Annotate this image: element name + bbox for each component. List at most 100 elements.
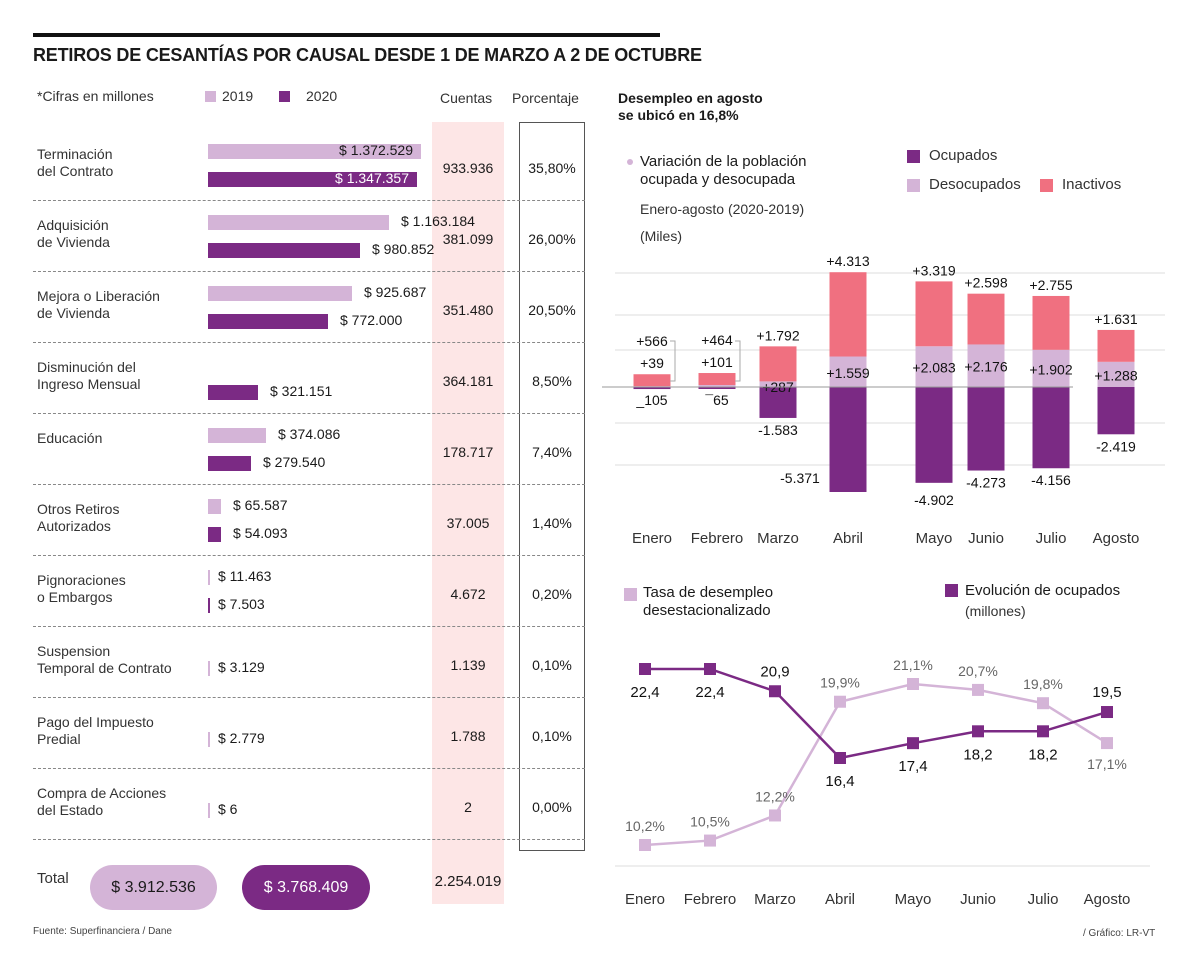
row-divider — [33, 413, 585, 414]
cuentas-cell: 4.672 — [450, 586, 486, 602]
bar-inactivos — [698, 373, 736, 386]
label-ocupados: _105 — [635, 392, 667, 408]
bar-2019-value: $ 2.779 — [218, 730, 265, 746]
bar-2019 — [208, 732, 210, 747]
stack-chart-subtitle: Variación de la población ocupada y deso… — [640, 153, 807, 189]
bar-ocupados — [967, 387, 1005, 471]
bar-2020-value: $ 279.540 — [263, 454, 326, 470]
bar-2019 — [208, 661, 210, 676]
row-label-line1: Mejora o Liberación — [37, 288, 160, 304]
row-label: Educación — [37, 430, 102, 447]
row-label-line1: Educación — [37, 430, 103, 446]
legend-2020-label: 2020 — [306, 88, 338, 104]
row-label-line2: de Vivienda — [37, 234, 110, 250]
bar-2019-value: $ 6 — [218, 801, 238, 817]
bar-2019 — [208, 499, 221, 514]
row-divider — [33, 200, 585, 201]
header-porcentaje: Porcentaje — [512, 90, 579, 106]
bar-2020-value: $ 321.151 — [270, 383, 333, 399]
legend-2020-swatch — [279, 91, 290, 102]
legend-ocupados-label: Ocupados — [929, 147, 998, 164]
bar-2019-value: $ 1.163.184 — [401, 213, 475, 229]
porcentaje-cell: 0,20% — [532, 586, 572, 602]
legend-ocupados-line-swatch — [945, 584, 958, 597]
label-inactivos: +3.319 — [912, 262, 955, 278]
label-ocupados: -5.371 — [780, 470, 820, 486]
x-tick-label: Agosto — [1093, 530, 1140, 547]
cuentas-cell: 1.788 — [450, 728, 486, 744]
bar-desocupados — [1032, 349, 1070, 387]
title-rule — [33, 33, 660, 37]
legend-2019-label: 2019 — [222, 88, 254, 104]
bar-inactivos — [829, 272, 867, 357]
porcentaje-column-box — [519, 122, 585, 851]
bar-desocupados — [698, 385, 736, 387]
bar-desocupados — [915, 346, 953, 387]
label-inactivos: +566 — [636, 333, 668, 349]
bar-2020-value: $ 980.852 — [372, 241, 435, 257]
label-desocupados: +39 — [640, 355, 664, 371]
bar-desocupados — [1097, 361, 1135, 387]
bar-2019-value: $ 1.372.529 — [339, 142, 413, 158]
row-label-line1: Disminución del — [37, 359, 136, 375]
x-tick-label: Junio — [968, 530, 1004, 547]
bar-ocupados — [1097, 387, 1135, 435]
units-note: *Cifras en millones — [37, 88, 154, 104]
bar-2020 — [208, 598, 210, 613]
bar-2020 — [208, 243, 360, 258]
cuentas-cell: 2 — [464, 799, 472, 815]
legend-tasa-line2: desestacionalizado — [643, 602, 771, 619]
x-tick-label: Abril — [833, 530, 863, 547]
legend-desocupados-label: Desocupados — [929, 176, 1021, 193]
row-divider — [33, 271, 585, 272]
porcentaje-cell: 8,50% — [532, 373, 572, 389]
porcentaje-cell: 7,40% — [532, 444, 572, 460]
bar-inactivos — [967, 293, 1005, 345]
total-2019-pill: $ 3.912.536 — [90, 865, 217, 910]
bar-2019 — [208, 286, 352, 301]
subtitle-line1: Variación de la población — [640, 153, 807, 170]
legend-ocupados-line-label: Evolución de ocupados (millones) — [965, 581, 1120, 621]
bar-2019 — [208, 570, 210, 585]
cuentas-column-bg — [432, 122, 504, 904]
bar-2020 — [208, 314, 328, 329]
bar-2020-value: $ 54.093 — [233, 525, 288, 541]
bar-2020-value: $ 1.347.357 — [335, 170, 409, 186]
cuentas-cell: 1.139 — [450, 657, 486, 673]
row-label-line1: Pignoraciones — [37, 572, 126, 588]
row-label: Terminación del Contrato — [37, 146, 113, 180]
x-tick-label: Enero — [632, 530, 672, 547]
cuentas-cell: 351.480 — [442, 302, 494, 318]
row-divider — [33, 342, 585, 343]
bar-2019-value: $ 65.587 — [233, 497, 288, 513]
row-divider — [33, 768, 585, 769]
row-label-line2: del Estado — [37, 802, 104, 818]
label-desocupados: +101 — [701, 354, 733, 370]
header-cuentas: Cuentas — [440, 90, 493, 106]
right-title: Desempleo en agosto se ubicó en 16,8% — [618, 90, 763, 124]
bullet-dot-icon — [627, 159, 633, 165]
subtitle-line2: ocupada y desocupada — [640, 171, 796, 188]
x-tick-label: Febrero — [691, 530, 744, 547]
label-ocupados: -4.156 — [1031, 472, 1071, 488]
porcentaje-cell: 0,10% — [532, 728, 572, 744]
graphic-credit: / Gráfico: LR-VT — [1083, 928, 1156, 939]
row-label-line1: Adquisición — [37, 217, 109, 233]
total-cuentas: 2.254.019 — [434, 873, 502, 890]
bar-2020 — [208, 385, 258, 400]
porcentaje-cell: 35,80% — [528, 160, 576, 176]
bar-ocupados — [698, 387, 736, 389]
row-label-line1: Otros Retiros — [37, 501, 120, 517]
page-title: RETIROS DE CESANTÍAS POR CAUSAL DESDE 1 … — [33, 45, 702, 65]
label-inactivos: +1.631 — [1094, 311, 1137, 327]
total-2020-pill: $ 3.768.409 — [242, 865, 370, 910]
label-inactivos: +2.755 — [1029, 277, 1072, 293]
bar-2020-value: $ 7.503 — [218, 596, 265, 612]
porcentaje-cell: 20,50% — [528, 302, 576, 318]
bar-inactivos — [915, 281, 953, 347]
row-label: Pago del Impuesto Predial — [37, 714, 154, 748]
bar-2019-value: $ 925.687 — [364, 284, 427, 300]
bar-inactivos — [1032, 295, 1070, 350]
legend-2019-swatch — [205, 91, 216, 102]
